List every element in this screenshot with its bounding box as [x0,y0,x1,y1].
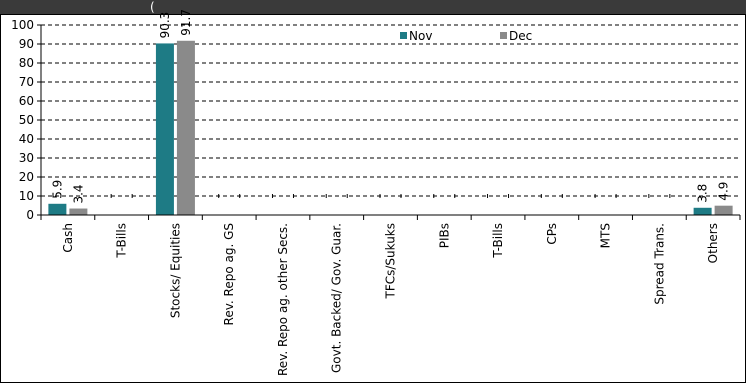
x-tick-label: Others [706,223,720,263]
x-tick-label: MTS [599,223,613,248]
bar-dec [714,205,733,215]
y-tick-label: 50 [19,113,34,127]
data-label: 3.4 [71,184,85,203]
x-tick-label: PIBs [437,223,451,248]
y-tick-label: 80 [19,56,34,70]
x-tick-label: T-Bills [491,223,505,259]
legend-label: Nov [409,29,432,43]
chart-border [0,14,746,383]
x-tick-label: Govt. Backed/ Gov. Guar. [330,223,344,373]
axes [40,25,741,220]
header-bar [0,0,746,14]
x-tick-label: T-Bills [115,223,129,259]
y-tick-label: 20 [19,170,34,184]
y-tick-label: 70 [19,75,34,89]
x-tick-label: CPs [545,223,559,245]
y-tick-label: 60 [19,94,34,108]
y-tick-label: 10 [19,189,34,203]
bar-nov [693,207,712,215]
x-tick-label: Rev. Repo ag. GS [222,223,236,325]
y-axis-ticks: 0 10 20 30 40 50 60 70 80 90 100 [11,18,41,222]
x-tick-label: Rev. Repo ag. other Secs. [276,223,290,376]
x-tick-label: Stocks/ Equities [168,223,182,318]
legend: Nov Dec [400,29,532,43]
legend-label: Dec [509,29,532,43]
x-tick-label: Cash [61,223,75,253]
bar-dec [176,40,195,215]
legend-swatch-dec [500,32,507,39]
x-tick-label: Spread Trans. [652,223,666,305]
x-axis-ticks: Cash T-Bills Stocks/ Equities Rev. Repo ag.… [61,223,720,376]
data-label: 90.3 [158,12,172,39]
data-label: 5.9 [50,180,64,199]
bar-nov [155,43,174,216]
gridlines [41,24,740,197]
legend-swatch-nov [400,32,407,39]
data-label: 4.9 [717,182,731,201]
x-tick-label: TFCs/Sukuks [384,223,398,300]
y-tick-label: 30 [19,151,34,165]
bar-dec [69,208,88,215]
data-label: 3.8 [696,184,710,203]
bar-nov [48,203,67,215]
data-labels: 5.9 3.4 90.3 91.7 3.8 4.9 [50,9,730,203]
bars [48,40,733,216]
y-tick-label: 100 [11,18,34,32]
y-tick-label: 40 [19,132,34,146]
header-text: ( [150,0,155,14]
y-tick-label: 90 [19,37,34,51]
data-label: 91.7 [179,9,193,36]
y-tick-label: 0 [26,208,34,222]
